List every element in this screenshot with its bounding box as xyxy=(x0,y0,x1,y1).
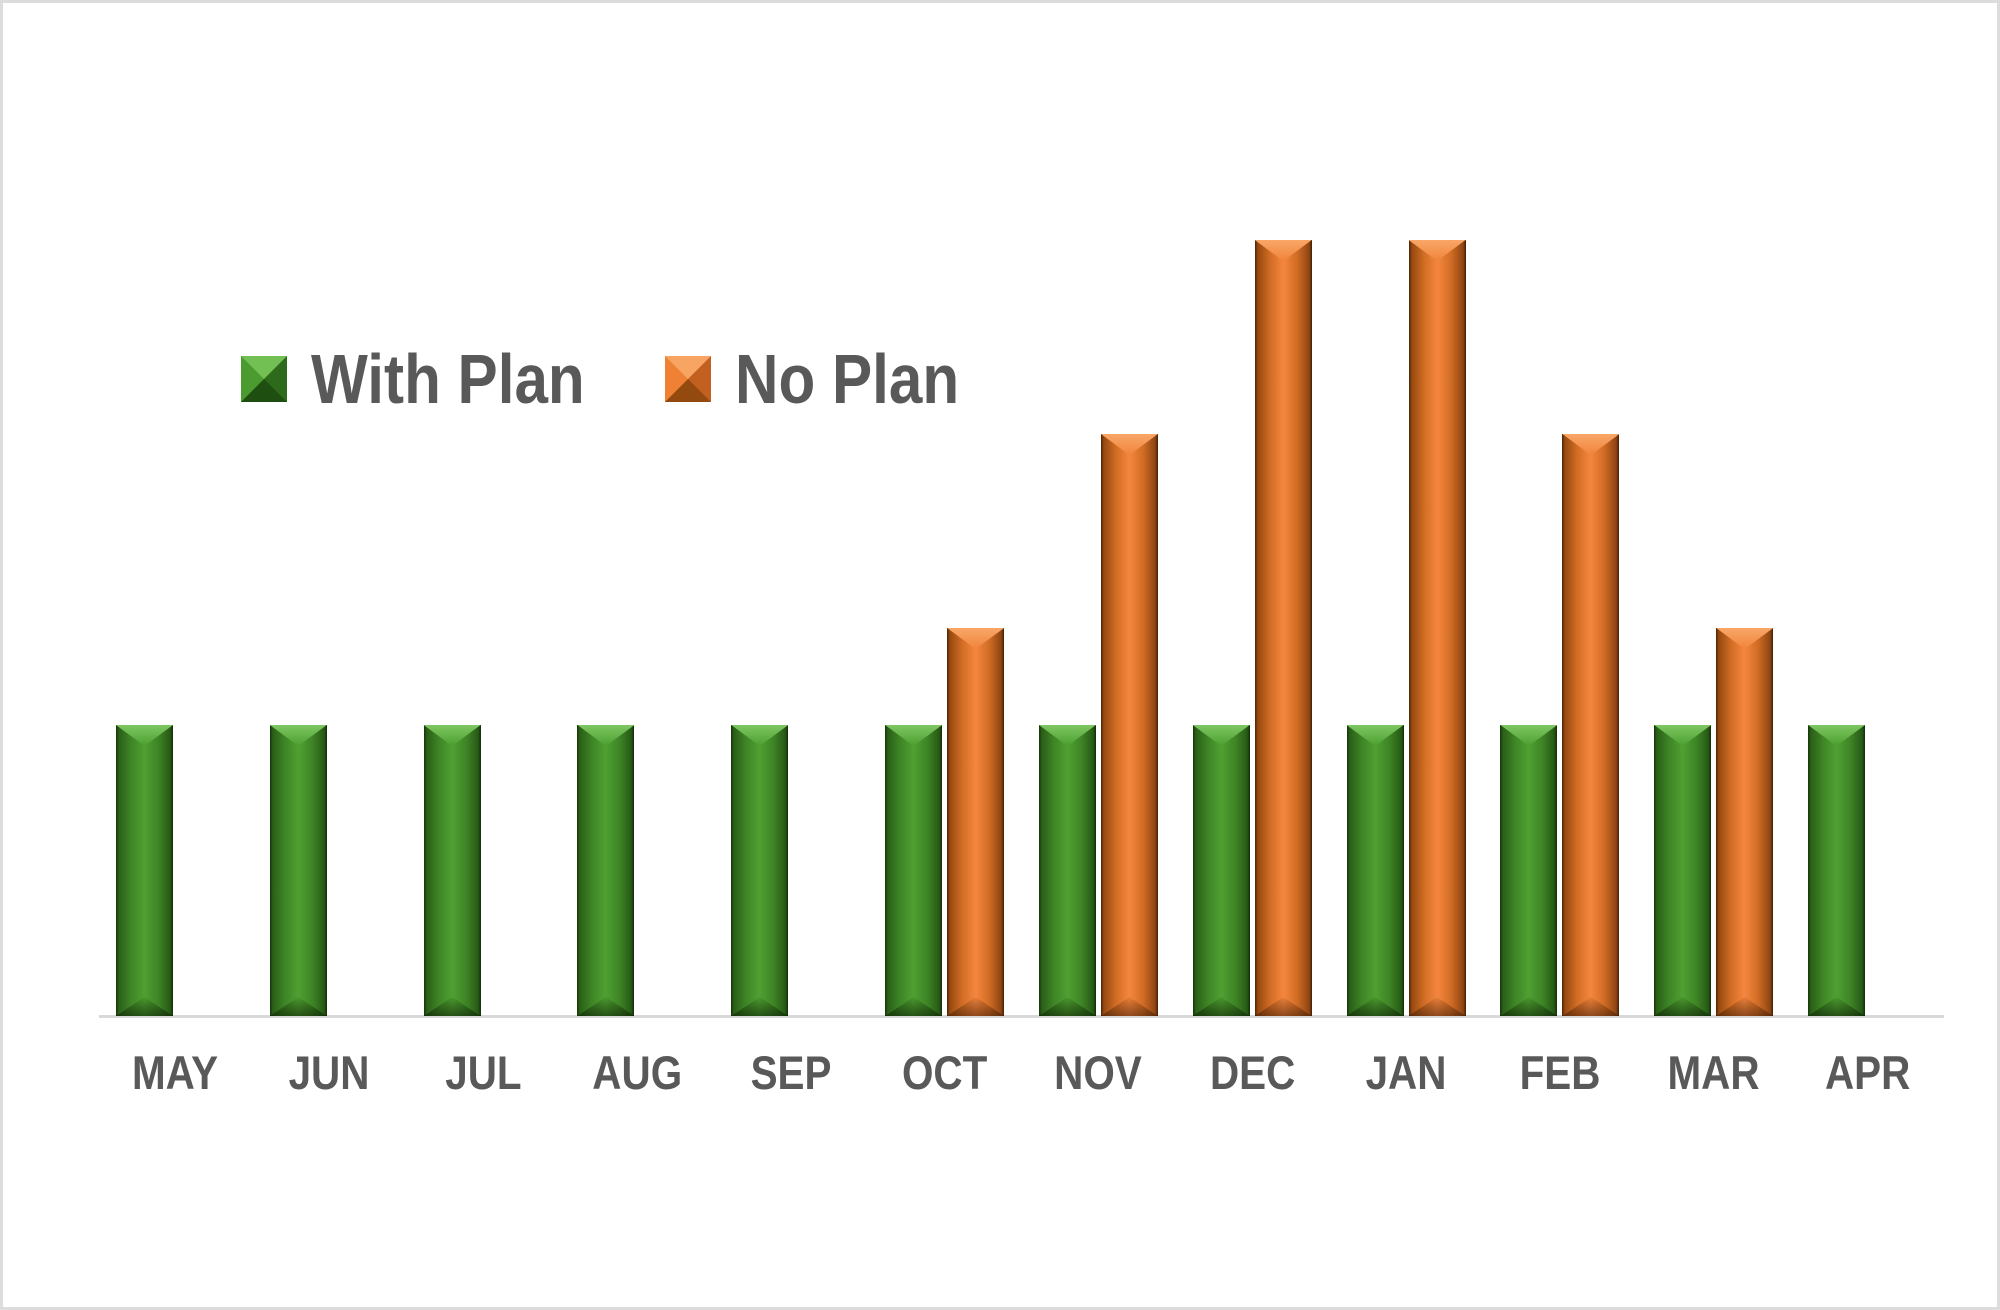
plot-area: MAY JUN JUL AUG SEP OCT NOV DEC JAN FEB MAR APR xyxy=(3,3,1997,1307)
legend-label-with-plan: With Plan xyxy=(311,340,585,418)
bar-with-plan-jan xyxy=(1346,725,1404,1016)
legend-item-no-plan: No Plan xyxy=(665,344,996,414)
bar-with-plan-feb xyxy=(1500,725,1558,1016)
bar-with-plan-may xyxy=(116,725,173,1016)
bar-no-plan-jan xyxy=(1408,240,1466,1016)
x-label-aug: AUG xyxy=(592,1046,682,1099)
bar-with-plan-apr xyxy=(1808,725,1866,1016)
x-label-nov: NOV xyxy=(1054,1046,1143,1099)
legend-item-with-plan: With Plan xyxy=(241,344,629,414)
x-label-may: MAY xyxy=(132,1046,219,1099)
bar-no-plan-oct xyxy=(947,628,1005,1016)
bar-no-plan-mar xyxy=(1716,628,1774,1016)
bar-with-plan-jun xyxy=(269,725,327,1016)
x-label-jan: JAN xyxy=(1365,1046,1447,1099)
bar-with-plan-dec xyxy=(1192,725,1250,1016)
x-label-sep: SEP xyxy=(750,1046,832,1099)
x-label-oct: OCT xyxy=(901,1046,988,1099)
bar-with-plan-oct xyxy=(885,725,943,1016)
bar-with-plan-nov xyxy=(1038,725,1096,1016)
x-label-dec: DEC xyxy=(1209,1046,1295,1099)
bar-with-plan-mar xyxy=(1654,725,1712,1016)
bar-no-plan-feb xyxy=(1562,434,1620,1016)
x-label-jun: JUN xyxy=(288,1046,370,1099)
bar-with-plan-sep xyxy=(731,725,789,1016)
x-label-feb: FEB xyxy=(1519,1046,1601,1099)
bar-no-plan-nov xyxy=(1100,434,1158,1016)
x-label-mar: MAR xyxy=(1667,1046,1760,1099)
legend-label-no-plan: No Plan xyxy=(735,340,960,418)
bar-with-plan-aug xyxy=(577,725,635,1016)
x-label-jul: JUL xyxy=(444,1046,522,1099)
bar-no-plan-dec xyxy=(1254,240,1312,1016)
x-label-apr: APR xyxy=(1824,1046,1911,1099)
x-axis-line xyxy=(99,1015,1944,1018)
no-plan-swatch-icon xyxy=(665,356,711,402)
with-plan-swatch-icon xyxy=(241,356,287,402)
bar-with-plan-jul xyxy=(423,725,481,1016)
